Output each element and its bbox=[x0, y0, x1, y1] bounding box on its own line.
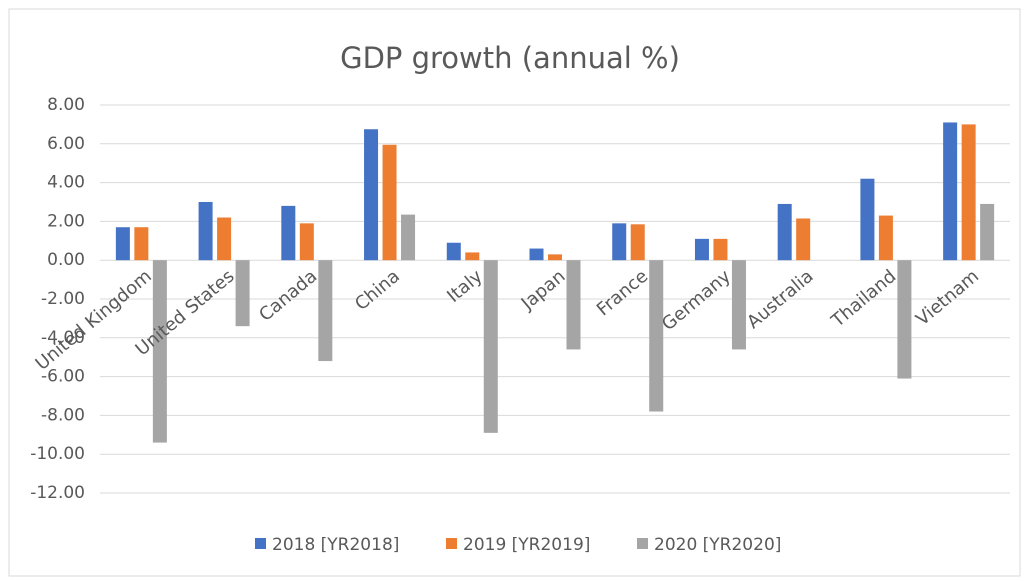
bar bbox=[860, 178, 875, 261]
bar bbox=[217, 217, 232, 261]
bar bbox=[529, 248, 544, 261]
legend-label: 2019 [YR2019] bbox=[463, 535, 590, 555]
legend-swatch bbox=[255, 538, 266, 549]
y-tick-label: -4.00 bbox=[41, 328, 85, 348]
bar bbox=[401, 214, 416, 261]
bar bbox=[134, 227, 149, 261]
bar bbox=[878, 215, 893, 261]
bar bbox=[483, 260, 498, 433]
bar bbox=[961, 124, 976, 261]
y-tick-label: -2.00 bbox=[41, 289, 85, 309]
bar bbox=[612, 223, 627, 261]
bar bbox=[198, 202, 213, 261]
bar bbox=[299, 223, 314, 261]
y-tick-label: -12.00 bbox=[30, 483, 85, 503]
bar bbox=[281, 205, 296, 261]
y-tick-label: 6.00 bbox=[47, 134, 85, 154]
bar bbox=[364, 129, 379, 261]
legend-label: 2020 [YR2020] bbox=[654, 535, 781, 555]
y-tick-label: 8.00 bbox=[47, 95, 85, 115]
bar bbox=[548, 254, 562, 261]
legend-swatch bbox=[446, 538, 457, 549]
bar bbox=[446, 242, 461, 261]
bar bbox=[152, 260, 167, 443]
y-tick-label: -10.00 bbox=[30, 444, 85, 464]
bar bbox=[796, 218, 811, 261]
bar bbox=[980, 203, 995, 261]
y-tick-label: 4.00 bbox=[47, 173, 85, 193]
bar bbox=[731, 260, 746, 350]
y-tick-label: 2.00 bbox=[47, 211, 85, 231]
bar bbox=[566, 260, 581, 350]
bar bbox=[318, 260, 333, 362]
bar bbox=[382, 144, 397, 261]
y-tick-label: -8.00 bbox=[41, 405, 85, 425]
chart-title: GDP growth (annual %) bbox=[340, 41, 680, 75]
bar bbox=[649, 260, 664, 412]
chart-frame bbox=[8, 8, 1021, 577]
bar bbox=[694, 238, 709, 261]
bar bbox=[943, 122, 958, 261]
bar bbox=[630, 224, 645, 261]
y-tick-label: 0.00 bbox=[47, 250, 85, 270]
bar bbox=[465, 252, 480, 261]
bar bbox=[897, 260, 912, 379]
bar bbox=[777, 203, 792, 261]
y-tick-label: -6.00 bbox=[41, 367, 85, 387]
legend-label: 2018 [YR2018] bbox=[272, 535, 399, 555]
bar bbox=[115, 227, 130, 261]
bar bbox=[713, 238, 728, 261]
legend-swatch bbox=[637, 538, 648, 549]
bar bbox=[235, 260, 250, 327]
